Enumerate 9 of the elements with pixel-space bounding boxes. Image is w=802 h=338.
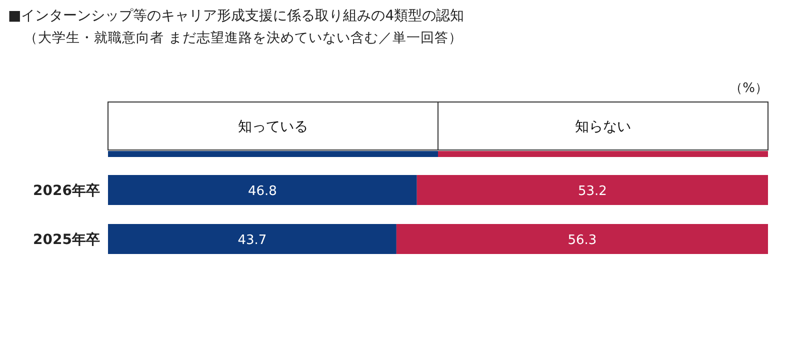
chart-title: ■インターンシップ等のキャリア形成支援に係る取り組みの4類型の認知 xyxy=(8,8,464,24)
data-label: 46.8 xyxy=(248,184,277,199)
data-label: 43.7 xyxy=(238,233,267,248)
text: （%） xyxy=(730,81,768,96)
chart-subtitle: （大学生・就職意向者 まだ志望進路を決めていない含む／単一回答） xyxy=(24,30,462,46)
y-tick-label: 2026年卒 xyxy=(33,182,100,199)
data-label: 56.3 xyxy=(568,233,597,248)
y-tick-label: 2025年卒 xyxy=(33,231,100,248)
data-label: 53.2 xyxy=(578,184,607,199)
